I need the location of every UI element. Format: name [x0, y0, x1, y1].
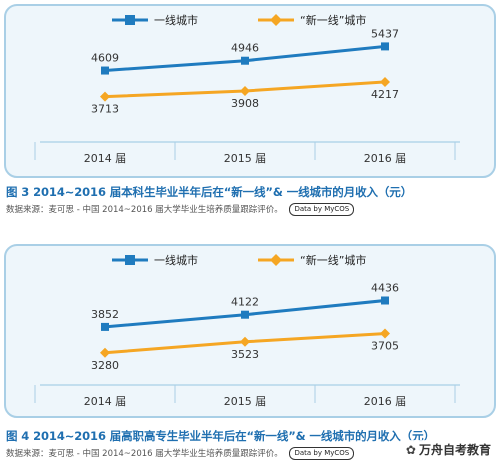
tick-label: 2015 届: [224, 395, 267, 408]
data-label: 3523: [231, 348, 259, 361]
tick-label: 2016 届: [364, 152, 407, 165]
data-label: 3280: [91, 359, 119, 372]
tick-label: 2014 届: [84, 152, 127, 165]
watermark: ✿ 万舟自考教育: [402, 440, 494, 459]
legend-label-2: “新一线”城市: [300, 13, 366, 27]
data-point-diamond: [240, 85, 250, 96]
data-point-square: [381, 296, 389, 305]
data-point-diamond: [100, 91, 110, 102]
data-label: 3852: [91, 308, 119, 321]
chart-caption-1: 图 3 2014~2016 届本科生毕业半年后在“新一线”& 一线城市的月收入（…: [6, 185, 413, 199]
legend-label-1: 一线城市: [154, 13, 198, 27]
data-point-diamond: [380, 76, 390, 87]
data-label: 4609: [91, 52, 119, 65]
legend-label-2: “新一线”城市: [300, 253, 366, 267]
data-label: 3713: [91, 103, 119, 116]
chart-caption-2: 图 4 2014~2016 届高职高专生毕业半年后在“新一线”& 一线城市的月收…: [6, 429, 435, 443]
data-label: 4122: [231, 296, 259, 309]
data-label: 3908: [231, 97, 259, 110]
data-label: 3705: [371, 340, 399, 353]
chart-frame: [4, 244, 496, 418]
data-point-diamond: [240, 336, 250, 347]
data-point-square: [241, 310, 249, 319]
legend-marker-diamond: [270, 14, 282, 26]
data-point-square: [101, 322, 109, 331]
chart-panel-1: 一线城市 “新一线”城市 4609 4946 5437 3713 3908 4217 2014 …: [0, 0, 500, 230]
data-point-square: [101, 66, 109, 75]
data-point-square: [241, 56, 249, 65]
watermark-text: 万舟自考教育: [418, 443, 491, 457]
data-point-square: [381, 42, 389, 51]
tick-label: 2015 届: [224, 152, 267, 165]
data-label: 4217: [371, 88, 399, 101]
source-note-2: 数据来源：麦可思 - 中国 2014~2016 届大学毕业生培养质量跟踪评价。 …: [6, 447, 355, 460]
data-label: 4946: [231, 42, 259, 55]
line-chart-1: 一线城市 “新一线”城市 4609 4946 5437 3713 3908 4217 2014 …: [4, 4, 496, 178]
chart-panel-2: 一线城市 “新一线”城市 3852 4122 4436 3280 3523 3705 2014 …: [0, 233, 500, 469]
data-point-diamond: [380, 328, 390, 339]
data-label: 5437: [371, 27, 399, 40]
data-label: 4436: [371, 282, 399, 295]
data-badge-2: Data by MyCOS: [289, 447, 355, 460]
source-note-1: 数据来源：麦可思 - 中国 2014~2016 届大学毕业生培养质量跟踪评价。 …: [6, 203, 355, 216]
legend-marker-square: [125, 15, 135, 25]
line-chart-2: 一线城市 “新一线”城市 3852 4122 4436 3280 3523 3705 2014 …: [4, 244, 496, 418]
legend-label-1: 一线城市: [154, 253, 198, 267]
data-point-diamond: [100, 347, 110, 358]
wechat-icon: ✿: [405, 443, 416, 457]
source-text-2: 数据来源：麦可思 - 中国 2014~2016 届大学毕业生培养质量跟踪评价。: [6, 449, 283, 459]
tick-label: 2014 届: [84, 395, 127, 408]
legend-marker-square: [125, 255, 135, 265]
source-text-1: 数据来源：麦可思 - 中国 2014~2016 届大学毕业生培养质量跟踪评价。: [6, 205, 283, 215]
tick-label: 2016 届: [364, 395, 407, 408]
data-badge-1: Data by MyCOS: [289, 203, 355, 216]
legend-marker-diamond: [270, 254, 282, 266]
